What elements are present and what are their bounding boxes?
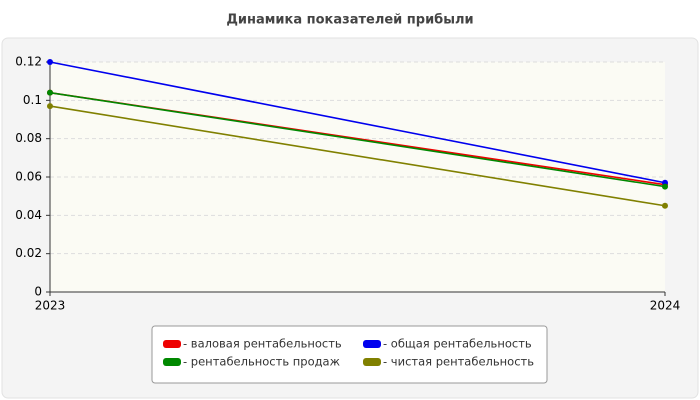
series-line [49, 61, 666, 184]
y-tick-label: 0.06 [15, 170, 42, 184]
y-tick-label: 0 [34, 285, 42, 299]
legend-swatch [363, 340, 381, 348]
chart-title: Динамика показателей прибыли [226, 13, 473, 28]
x-tick-label: 2023 [35, 299, 66, 313]
legend-label: - чистая рентабельность [383, 355, 534, 369]
data-point [662, 202, 668, 209]
legend-label: - валовая рентабельность [183, 337, 342, 351]
series-line [49, 105, 666, 207]
legend-swatch [163, 358, 181, 366]
y-tick-label: 0.08 [15, 131, 42, 145]
data-point [47, 103, 53, 110]
legend-label: - рентабельность продаж [183, 355, 340, 369]
x-tick-label: 2024 [650, 299, 681, 313]
data-point [47, 59, 53, 65]
series-line [49, 91, 666, 188]
data-point [47, 89, 53, 96]
y-tick-label: 0.1 [23, 93, 42, 107]
y-tick-label: 0.02 [15, 246, 42, 260]
y-tick-label: 0.12 [15, 55, 42, 69]
legend-swatch [163, 340, 181, 348]
data-point [662, 183, 668, 190]
legend [151, 325, 548, 384]
legend-label: - общая рентабельность [383, 337, 532, 351]
y-tick-label: 0.04 [15, 208, 42, 222]
legend-swatch [363, 358, 381, 366]
